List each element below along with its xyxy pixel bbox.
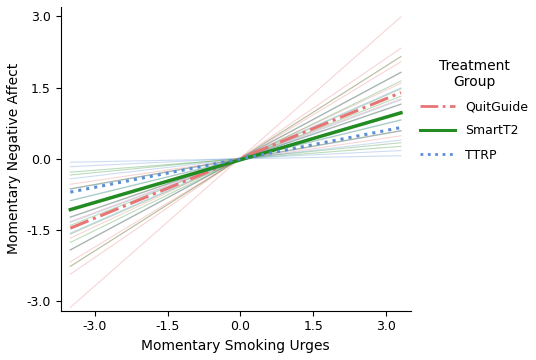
Legend: QuitGuide, SmartT2, TTRP: QuitGuide, SmartT2, TTRP [420,59,528,162]
Y-axis label: Momentary Negative Affect: Momentary Negative Affect [7,63,21,255]
X-axis label: Momentary Smoking Urges: Momentary Smoking Urges [142,339,330,353]
